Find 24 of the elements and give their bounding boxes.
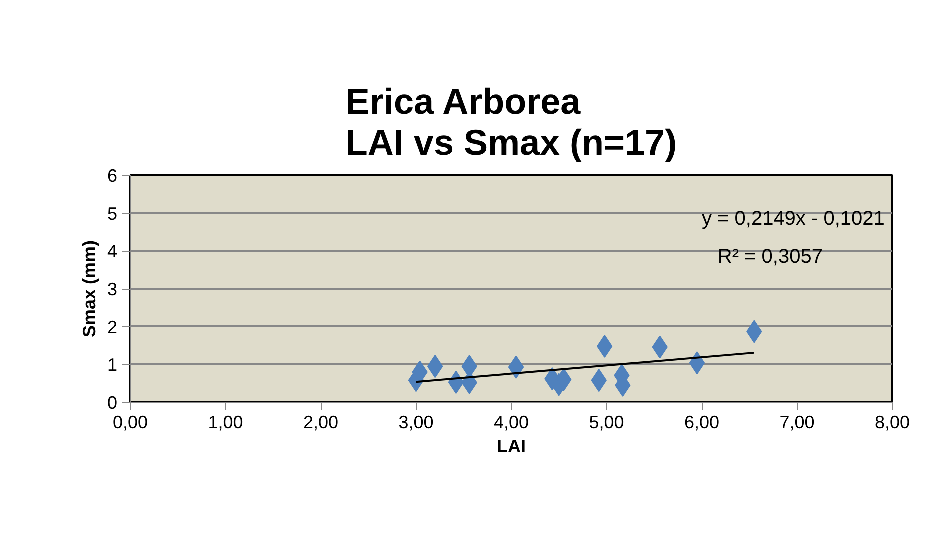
chart-title: Erica Arborea LAI vs Smax (n=17) xyxy=(346,81,678,163)
x-tick-label: 1,00 xyxy=(208,412,244,432)
x-tick-label: 6,00 xyxy=(684,412,720,432)
x-axis-title: LAI xyxy=(497,436,526,456)
y-axis-title: Smax (mm) xyxy=(79,240,100,338)
point xyxy=(508,356,524,379)
y-tick-label: 3 xyxy=(107,280,118,300)
x-tick-label: 7,00 xyxy=(780,412,815,432)
point xyxy=(427,355,444,378)
x-tick-label: 3,00 xyxy=(398,412,434,432)
point xyxy=(689,352,706,375)
y-tick-label: 0 xyxy=(107,393,118,413)
y-tick-label: 1 xyxy=(107,355,118,376)
y-tick-label: 4 xyxy=(107,242,118,262)
x-tick-label: 0,00 xyxy=(112,412,148,432)
x-tick-label: 4,00 xyxy=(494,412,530,432)
y-tick-label: 5 xyxy=(107,204,118,224)
x-tick-label: 8,00 xyxy=(874,412,910,432)
x-tick-label: 2,00 xyxy=(303,412,339,432)
annotation: R² = 0,3057 xyxy=(718,246,823,268)
y-tick-label: 2 xyxy=(107,317,118,338)
annotation: y = 0,2149x - 0,1021 xyxy=(702,208,885,230)
x-tick-label: 5,00 xyxy=(589,412,624,432)
y-tick-label: 6 xyxy=(107,166,118,186)
